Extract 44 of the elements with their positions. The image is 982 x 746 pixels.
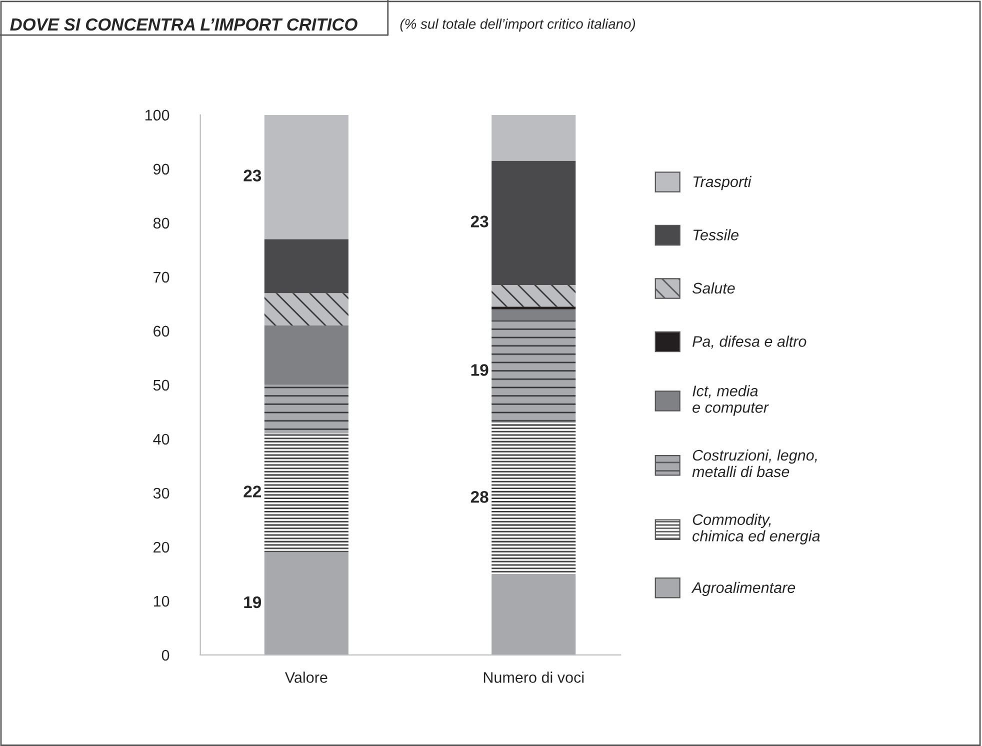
data-label: 28 [470,491,488,503]
y-tick-label: 30 [153,488,170,499]
y-tick-label: 10 [154,596,170,607]
text: Commodity, chimica ed energia [692,514,820,544]
bar [492,574,576,655]
text: Salute [692,282,735,294]
bar [264,293,348,326]
chart-title: DOVE SI CONCENTRA L’IMPORT CRITICO [10,18,358,31]
y-tick-label: 90 [153,164,170,175]
data-label: 22 [244,486,262,498]
legend-label: Agroalimentare [691,582,796,596]
y-tick-label: 60 [154,326,170,337]
x-tick-label: Numero di voci [484,672,584,683]
legend-label: Ict, media e computer [692,385,769,416]
data-label: 23 [470,216,488,228]
data-label: 23 [244,170,262,182]
data-label: 19 [471,364,488,376]
bar [264,552,348,655]
bar [264,326,348,385]
y-tick-label: 100 [145,110,170,121]
text: Costruzioni, legno, metalli di base [692,449,817,478]
legend-label: Trasporti [693,176,752,190]
bar [492,309,576,320]
y-tick-label: 50 [153,380,170,391]
bar [264,384,348,434]
y-tick-label: 70 [154,272,170,283]
legend-label: Tessile [693,229,738,240]
bar [492,422,576,574]
bar [492,160,576,286]
y-tick-label: 80 [153,218,170,229]
bar [264,434,348,552]
bar [492,285,576,307]
bar [264,114,348,240]
legend-label: Pa, difesa e altro [692,336,806,349]
y-tick-label: 20 [154,542,170,553]
bar [492,306,576,310]
data-label: 19 [244,596,262,608]
bar [492,114,576,161]
bar [492,320,576,423]
y-tick-label: 0 [162,650,170,661]
bar [264,239,348,294]
x-tick-label: Valore [284,672,328,683]
y-tick-label: 40 [153,434,170,445]
chart-subtitle: (% sul totale dell’import critico italiano) [400,18,636,32]
